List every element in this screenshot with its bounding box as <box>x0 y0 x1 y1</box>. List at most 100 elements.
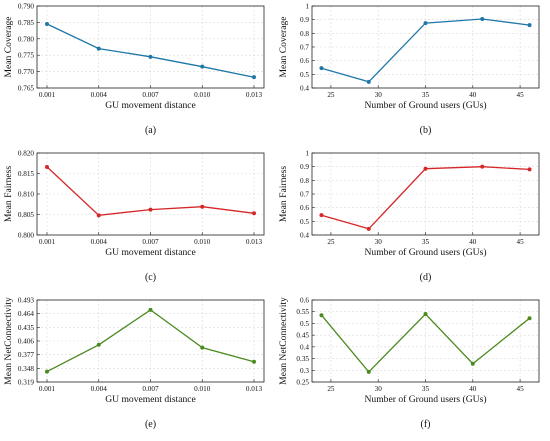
y-tick-label: 0.6 <box>300 204 309 212</box>
y-tick-label: 1 <box>305 150 309 158</box>
panel-b: 0.4 0.5 0.6 0.7 0.8 0.9 1 25 30 35 40 45 Number of G… <box>275 0 550 147</box>
data-point <box>200 64 205 69</box>
y-tick-label: 0.25 <box>296 379 309 387</box>
data-point <box>148 207 153 212</box>
y-tick-label: 0.348 <box>18 365 35 373</box>
caption-e: (e) <box>145 419 156 430</box>
grid-e <box>37 299 264 383</box>
y-tick-label: 0.435 <box>18 324 35 332</box>
x-tick-label: 0.001 <box>39 238 56 246</box>
y-tick-label: 0.810 <box>18 191 35 199</box>
data-point <box>200 204 205 209</box>
data-point <box>366 369 371 374</box>
x-tick-label: 40 <box>469 385 477 393</box>
y-tick-label: 0.780 <box>18 35 35 43</box>
grid-c <box>37 152 264 236</box>
y-tick-label: 0.8 <box>300 30 309 38</box>
y-tick-label: 0.319 <box>18 379 35 387</box>
y-tick-label: 0.4 <box>300 85 309 93</box>
data-point <box>527 167 532 172</box>
x-tick-label: 45 <box>516 91 524 99</box>
x-tick-label: 0.007 <box>142 91 159 99</box>
y-axis-label: Mean Coverage <box>3 16 14 77</box>
data-point <box>527 23 532 28</box>
x-tick-label: 0.007 <box>142 385 159 393</box>
chart-b: 0.4 0.5 0.6 0.7 0.8 0.9 1 25 30 35 40 45 Number of G… <box>278 3 540 136</box>
y-tick-label: 0.464 <box>18 310 35 318</box>
x-tick-label: 0.010 <box>194 385 211 393</box>
y-tick-label: 0.7 <box>300 191 309 199</box>
y-tick-label: 0.785 <box>18 19 35 27</box>
y-tick-label: 0.790 <box>18 3 35 11</box>
data-point <box>252 75 256 80</box>
data-point <box>366 226 371 231</box>
y-axis-label: Mean Coverage <box>278 16 289 77</box>
data-point <box>423 312 428 317</box>
data-point <box>45 164 49 169</box>
y-tick-label: 0.35 <box>296 355 309 363</box>
y-axis-label: Mean Fairness <box>3 166 14 222</box>
y-tick-label: 0.377 <box>18 351 35 359</box>
x-tick-label: 0.007 <box>142 238 159 246</box>
data-point <box>148 54 153 59</box>
data-point <box>319 213 324 218</box>
caption-a: (a) <box>145 125 156 136</box>
y-tick-label: 0.5 <box>300 71 309 79</box>
data-point <box>423 166 428 171</box>
x-tick-label: 0.004 <box>91 91 108 99</box>
x-tick-label: 0.004 <box>91 385 108 393</box>
panel-d: 0.4 0.5 0.6 0.7 0.8 0.9 1 25 30 35 40 45 Number of G… <box>275 147 550 294</box>
panel-c: 0.800 0.805 0.810 0.815 0.820 0.001 0.004 0.007… <box>0 147 275 294</box>
data-point <box>319 313 324 318</box>
data-point <box>148 307 153 312</box>
chart-c: 0.800 0.805 0.810 0.815 0.820 0.001 0.004 0.007… <box>3 150 265 283</box>
panel-f: 0.25 0.3 0.35 0.4 0.45 0.5 0.55 0.6 25 30 35 40 45 Nu… <box>275 294 550 441</box>
y-tick-label: 0.9 <box>300 16 309 24</box>
x-tick-label: 25 <box>327 385 335 393</box>
y-tick-label: 0.6 <box>300 57 309 65</box>
y-tick-label: 0.765 <box>18 85 35 93</box>
chart-e: 0.319 0.348 0.377 0.406 0.435 0.464 0.493 0.001… <box>3 297 265 430</box>
x-tick-label: 25 <box>327 91 335 99</box>
y-tick-label: 0.493 <box>18 297 35 305</box>
data-point <box>200 345 205 350</box>
x-tick-label: 35 <box>422 238 430 246</box>
caption-b: (b) <box>420 125 432 136</box>
data-point <box>470 361 475 366</box>
x-tick-label: 40 <box>469 91 477 99</box>
data-point <box>480 164 485 169</box>
y-axis-label: Mean NetConnectivity <box>278 297 289 385</box>
y-tick-label: 0.805 <box>18 211 35 219</box>
x-tick-label: 0.013 <box>246 91 263 99</box>
series-line-f <box>321 313 530 373</box>
y-tick-label: 0.5 <box>300 320 309 328</box>
y-tick-label: 0.770 <box>18 68 35 76</box>
x-tick-label: 45 <box>516 385 524 393</box>
y-tick-label: 1 <box>305 3 309 11</box>
x-tick-label: 45 <box>516 238 524 246</box>
y-tick-label: 0.406 <box>18 338 35 346</box>
caption-c: (c) <box>145 272 156 283</box>
data-point <box>96 46 101 51</box>
data-point <box>252 211 256 216</box>
y-tick-label: 0.5 <box>300 218 309 226</box>
x-tick-label: 35 <box>422 385 430 393</box>
data-point <box>527 316 532 321</box>
data-point <box>45 369 49 374</box>
chart-f: 0.25 0.3 0.35 0.4 0.45 0.5 0.55 0.6 25 30 35 40 45 Nu… <box>278 297 540 430</box>
x-tick-label: 30 <box>375 385 383 393</box>
y-tick-label: 0.45 <box>296 332 309 340</box>
x-tick-label: 30 <box>375 91 383 99</box>
x-tick-label: 0.004 <box>91 238 108 246</box>
x-tick-label: 0.010 <box>194 91 211 99</box>
x-tick-label: 0.001 <box>39 385 56 393</box>
x-tick-label: 0.010 <box>194 238 211 246</box>
x-tick-label: 30 <box>375 238 383 246</box>
data-point <box>45 22 49 27</box>
x-tick-label: 40 <box>469 238 477 246</box>
y-tick-label: 0.3 <box>300 367 309 375</box>
grid-a <box>37 5 264 89</box>
y-tick-label: 0.820 <box>18 150 35 158</box>
chart-d: 0.4 0.5 0.6 0.7 0.8 0.9 1 25 30 35 40 45 Number of G… <box>278 150 540 283</box>
x-tick-label: 35 <box>422 91 430 99</box>
